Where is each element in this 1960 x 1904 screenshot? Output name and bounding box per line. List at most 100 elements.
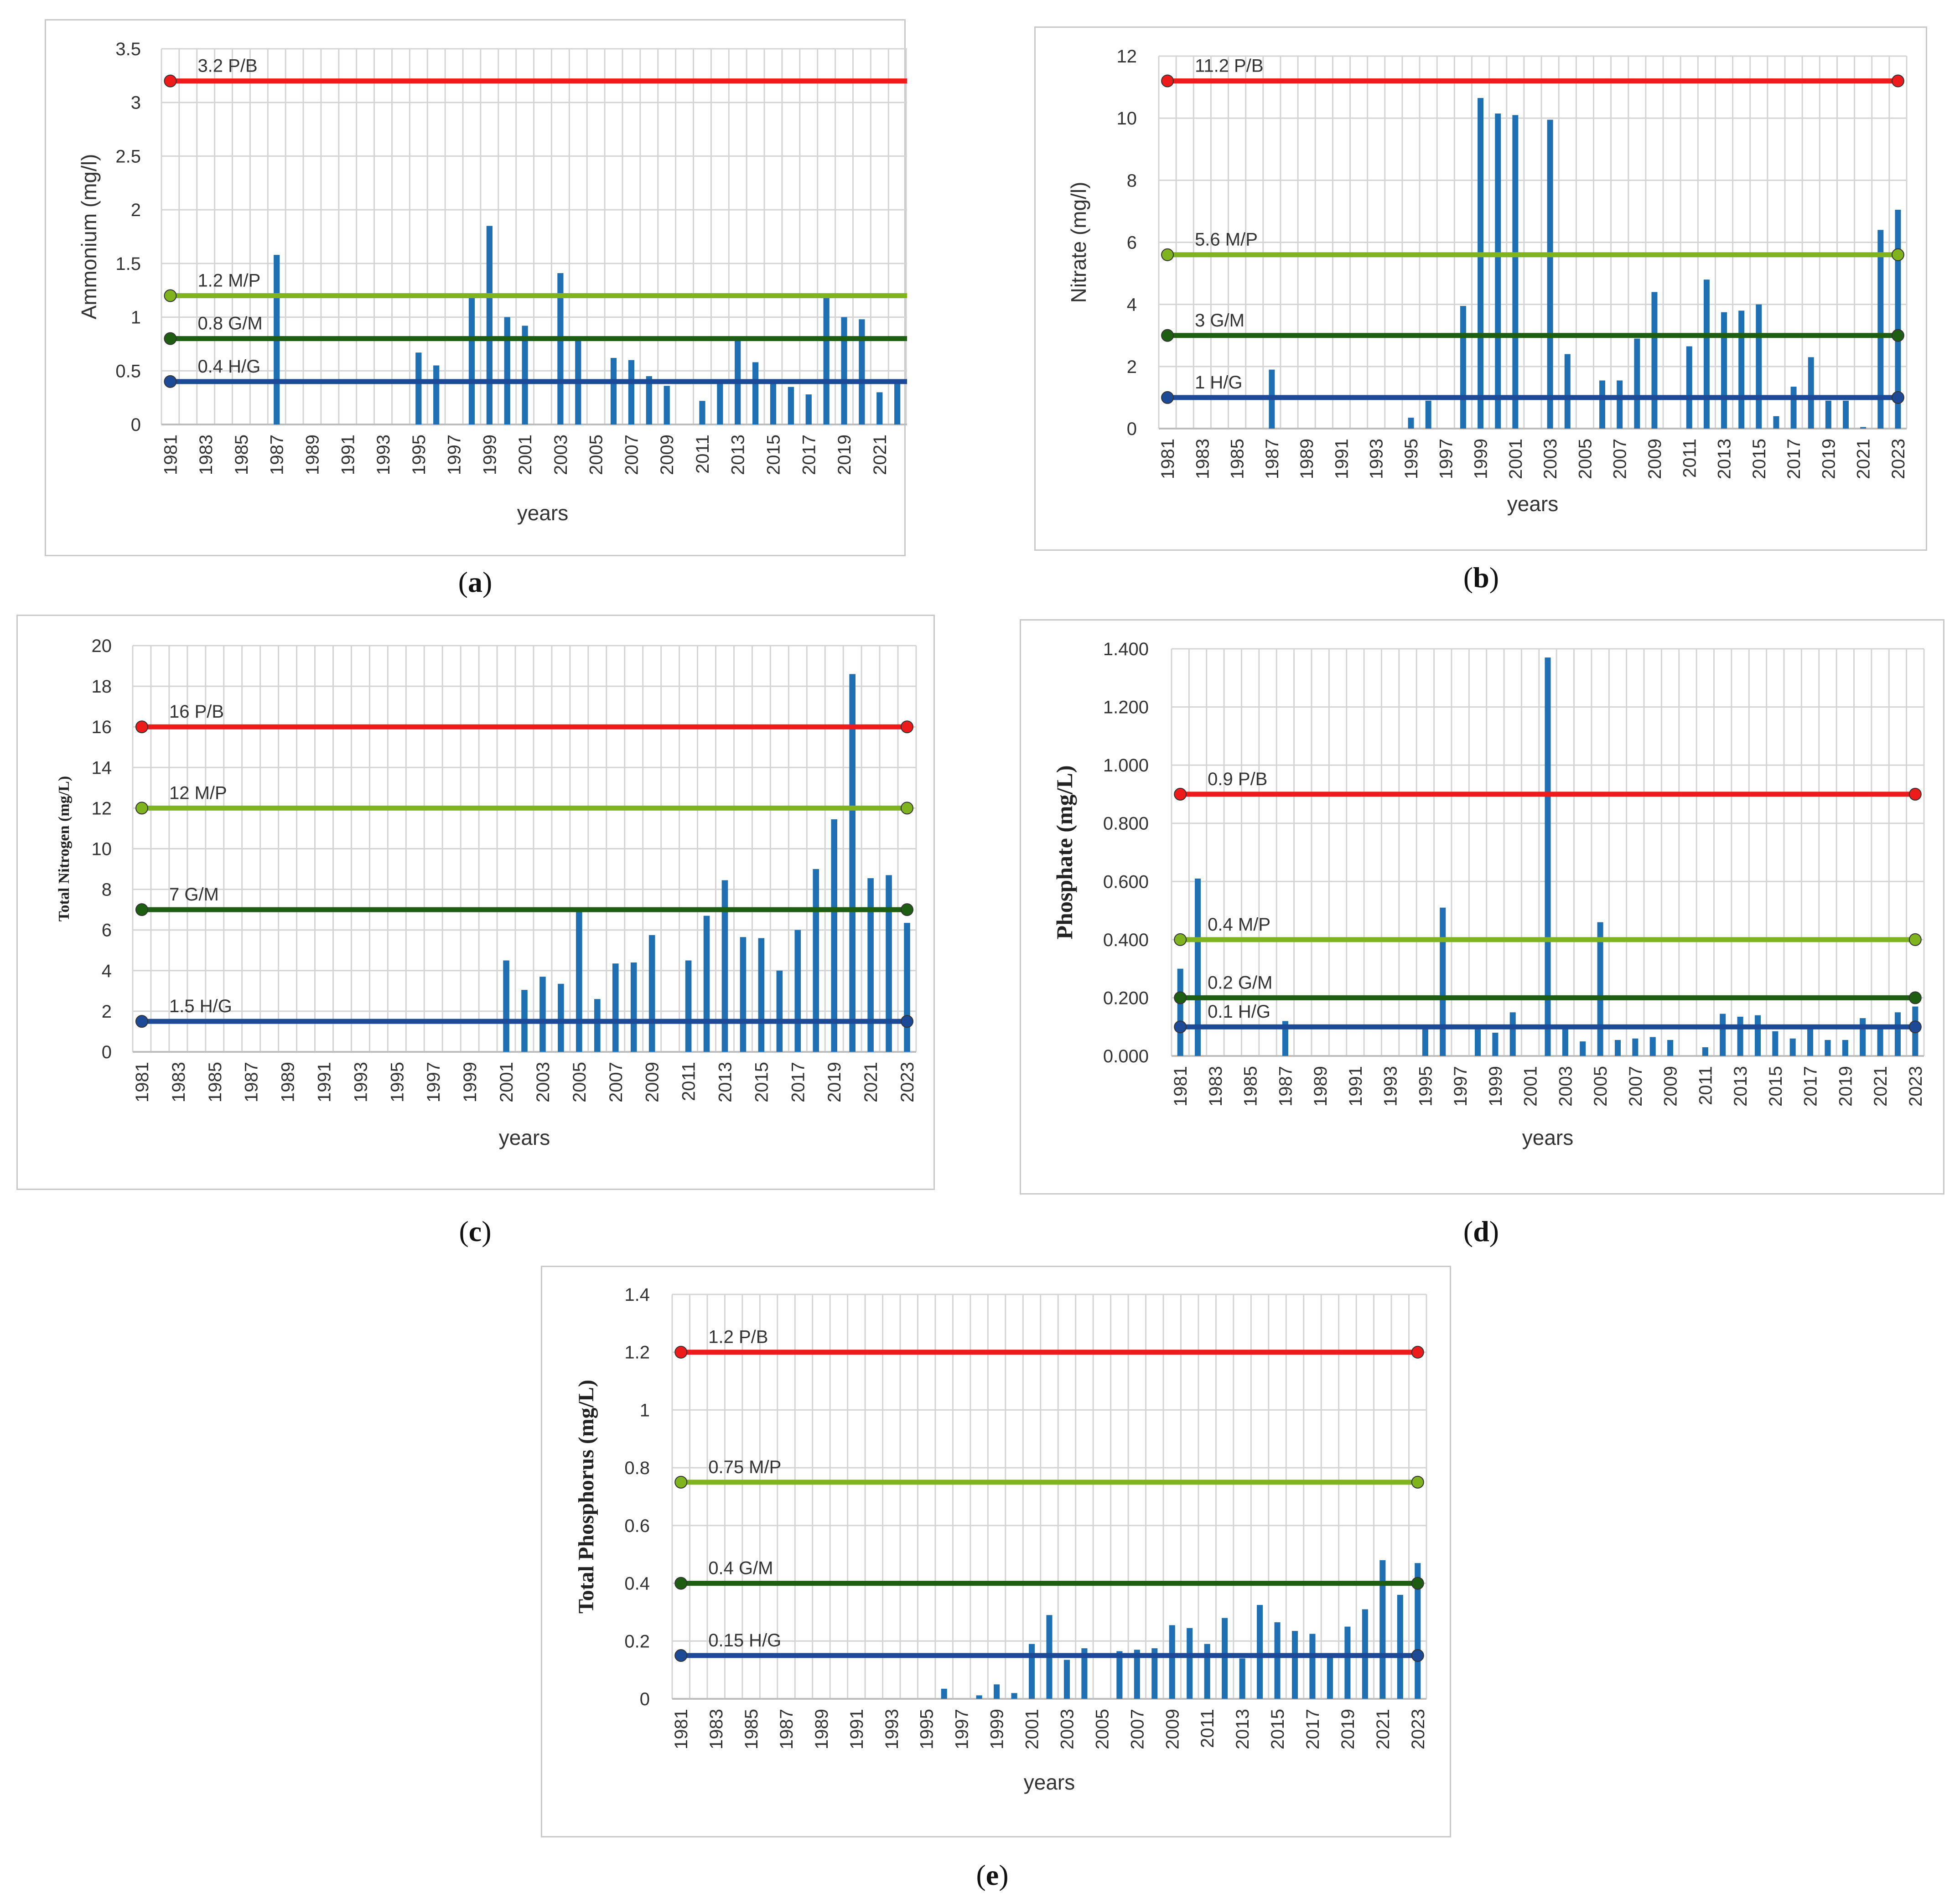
x-tick-label: 2003 [1057,1709,1077,1749]
bar-e-1999 [994,1684,1000,1699]
bar-a-1999 [486,226,493,424]
x-tick-label: 2019 [1836,1066,1856,1107]
y-tick-label: 2 [102,1002,112,1022]
y-tick-label: 0.4 [624,1574,650,1594]
bar-d-2015 [1772,1031,1779,1056]
x-tick-label: 2013 [715,1062,735,1102]
y-tick-label: 0 [640,1689,650,1709]
bar-e-2004 [1081,1648,1088,1699]
threshold-label-h-g: 1.5 H/G [169,996,232,1016]
x-tick-label: 1983 [1206,1066,1226,1107]
bar-d-2022 [1894,1012,1901,1056]
x-tick-label: 1993 [351,1062,371,1102]
bar-e-1998 [976,1695,982,1699]
threshold-marker [1161,248,1174,261]
threshold-marker [901,903,914,916]
threshold-marker [135,903,148,916]
chart-b-svg: 0 2 4 6 8 10 12 1981 1983 1985 1987 1989 1991 1993 199… [1067,47,1908,516]
caption-d: (d) [1463,1215,1499,1247]
x-tick-label: 2005 [1591,1066,1611,1107]
x-tick-label: 1983 [169,1062,189,1102]
bar-d-2012 [1720,1014,1726,1056]
bar-e-2022 [1397,1594,1403,1699]
x-tick-label: 2021 [1854,439,1874,479]
y-tick-label: 0.600 [1103,872,1149,892]
x-tick-label: 2009 [1661,1066,1681,1107]
bar-e-2017 [1309,1634,1316,1699]
x-tick-label: 1995 [387,1062,407,1102]
bar-a-1995 [415,352,422,424]
x-tick-label: 1981 [161,435,181,475]
threshold-marker [1161,74,1174,88]
x-tick-label: 2001 [1022,1709,1042,1749]
x-tick-label: 2001 [497,1062,517,1102]
x-tick-label: 2017 [1801,1066,1821,1107]
threshold-label-m-p: 0.75 M/P [708,1457,781,1477]
threshold-label-h-g: 1 H/G [1195,373,1242,393]
bar-c-2008 [630,962,637,1052]
x-tick-label: 2003 [1556,1066,1576,1107]
bar-b-2007 [1617,380,1623,429]
bar-e-2018 [1327,1655,1333,1699]
x-tick-label: 1991 [847,1709,867,1749]
chart-a-svg: 0 0.5 1 1.5 2 2.5 3 3.5 1981 1983 1985 1987 1989 1991… [77,39,907,525]
bar-d-2014 [1754,1015,1761,1056]
caption-b: (b) [1463,561,1499,594]
y-axis-title: Total Nitrogen (mg/L) [56,776,73,921]
threshold-marker [164,332,177,345]
threshold-marker [1411,1577,1424,1590]
x-tick-label: 1997 [445,435,465,475]
bar-d-2007 [1632,1038,1639,1056]
threshold-marker [1908,1020,1922,1034]
bar-b-2011 [1686,346,1692,429]
threshold-marker [674,1577,688,1590]
y-tick-label: 1.2 [624,1343,650,1363]
x-tick-label: 1997 [1436,439,1456,479]
y-tick-label: 0 [102,1042,112,1062]
y-tick-label: 20 [92,636,112,656]
bar-c-2009 [648,935,655,1052]
x-tick-label: 1991 [1346,1066,1366,1107]
threshold-label-p-b: 0.9 P/B [1208,769,1267,789]
y-tick-label: 0.2 [624,1631,650,1651]
bar-e-2006 [1116,1651,1123,1699]
x-tick-label: 2007 [1127,1709,1147,1749]
y-tick-label: 0.400 [1103,930,1149,950]
x-axis-title: years [1507,492,1558,516]
bar-e-2003 [1063,1660,1070,1699]
threshold-marker [674,1649,688,1662]
x-tick-label: 1999 [1486,1066,1506,1107]
y-tick-label: 3 [131,93,141,113]
x-tick-label: 1993 [882,1709,902,1749]
bar-a-2015 [770,381,777,424]
x-tick-label: 1997 [952,1709,972,1749]
threshold-marker [135,802,148,815]
threshold-label-p-b: 1.2 P/B [708,1327,768,1347]
y-tick-label: 14 [92,758,112,778]
x-tick-label: 1987 [1262,439,1282,479]
y-tick-label: 8 [102,880,112,900]
bar-d-2005 [1597,922,1603,1056]
caption-e: (e) [976,1859,1009,1891]
threshold-marker [674,1345,688,1359]
threshold-marker [1411,1475,1424,1489]
x-tick-label: 1989 [1311,1066,1331,1107]
chart-panel-a: 0 0.5 1 1.5 2 2.5 3 3.5 1981 1983 1985 1987 1989 1991… [45,19,907,556]
bar-e-2008 [1151,1648,1158,1699]
bar-e-2007 [1134,1650,1140,1699]
threshold-label-m-p: 0.4 M/P [1208,915,1270,935]
x-tick-label: 2021 [861,1062,881,1102]
bar-a-2009 [664,386,670,424]
x-tick-label: 1981 [1171,1066,1191,1107]
x-tick-label: 2011 [1198,1709,1218,1748]
bar-d-2009 [1667,1040,1674,1056]
threshold-marker [1161,391,1174,404]
threshold-marker [1891,248,1904,261]
bar-b-2021 [1860,427,1867,429]
x-tick-label: 2009 [643,1062,663,1102]
x-tick-label: 2015 [1268,1709,1288,1749]
threshold-label-m-p: 1.2 M/P [197,270,260,290]
bar-e-1996 [941,1688,947,1699]
bar-d-2004 [1580,1041,1586,1056]
bar-e-2001 [1028,1644,1035,1699]
